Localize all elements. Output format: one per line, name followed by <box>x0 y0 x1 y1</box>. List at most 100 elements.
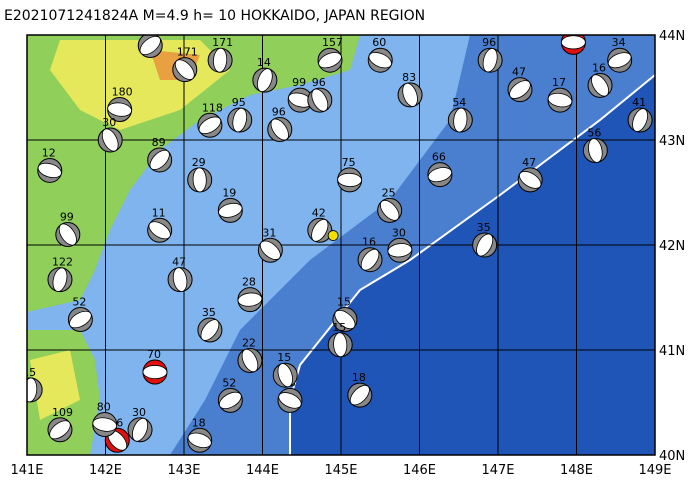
depth-label: 35 <box>477 221 491 234</box>
x-tick-label: 143E <box>167 463 200 478</box>
sea-trench <box>290 75 655 455</box>
dilatation <box>337 172 363 187</box>
depth-label: 171 <box>177 46 198 59</box>
depth-label: 89 <box>152 136 166 149</box>
beachball <box>237 348 263 373</box>
beachball <box>477 47 503 73</box>
beachball <box>587 72 613 98</box>
dilatation <box>278 392 302 409</box>
dilatation <box>519 171 542 189</box>
depth-label: 52 <box>222 376 236 389</box>
beachball <box>427 162 453 188</box>
beachball <box>377 197 403 223</box>
depth-label: 8 <box>565 18 572 31</box>
dilatation <box>148 221 171 240</box>
dilatation <box>172 267 188 292</box>
dilatation <box>149 149 170 170</box>
y-tick-label: 42N <box>659 239 685 254</box>
dilatation <box>174 59 195 80</box>
dilatation <box>241 348 259 373</box>
y-tick-label: 40N <box>659 449 685 464</box>
beachball <box>237 287 263 313</box>
dilatation <box>632 108 648 132</box>
depth-label: 118 <box>202 101 223 114</box>
beachball <box>197 112 223 138</box>
beachball <box>367 47 393 73</box>
dilatation <box>311 218 329 242</box>
beachball <box>547 87 573 113</box>
depth-label: 96 <box>482 36 496 49</box>
x-tick-label: 148E <box>560 463 593 478</box>
depth-label: 29 <box>192 156 206 169</box>
depth-label: 16 <box>592 61 606 74</box>
depth-label: 11 <box>152 206 166 219</box>
dilatation <box>607 52 632 69</box>
depth-label: 80 <box>97 401 111 414</box>
beachball <box>277 387 303 413</box>
beachball <box>327 332 353 358</box>
beachball <box>187 427 213 453</box>
depth-label: 30 <box>392 226 406 239</box>
dilatation <box>560 35 586 50</box>
events: 8 171 171 18 11 80 96 95 118 99 96 14 157 60 83 35 66 47 5… <box>22 18 653 453</box>
dilatation <box>37 162 62 179</box>
y-tick-label: 43N <box>659 134 685 149</box>
depth-label: 47 <box>172 256 186 269</box>
dilatation <box>132 418 148 442</box>
depth-label: 95 <box>232 96 246 109</box>
depth-label: 18 <box>352 371 366 384</box>
dilatation <box>318 52 342 69</box>
dilatation <box>311 88 329 112</box>
dilatation <box>69 310 92 329</box>
dilatation <box>427 167 452 183</box>
dilatation <box>482 48 498 73</box>
dilatation <box>200 319 220 341</box>
depth-label: 42 <box>312 206 326 219</box>
beachball <box>187 167 213 193</box>
depth-label: 83 <box>402 71 416 84</box>
dilatation <box>198 116 222 135</box>
depth-label: 41 <box>632 96 646 109</box>
beachball <box>332 307 358 333</box>
dilatation <box>509 80 531 99</box>
beachball <box>627 107 653 133</box>
depth-label: 47 <box>512 66 526 79</box>
beachball <box>55 222 81 247</box>
depth-label: 70 <box>147 348 161 361</box>
depth-label: 75 <box>342 156 356 169</box>
land-highland <box>30 350 80 420</box>
depth-label: 35 <box>202 306 216 319</box>
dilatation <box>187 432 212 448</box>
depth-label: 171 <box>212 36 233 49</box>
depth-label: 28 <box>242 276 256 289</box>
x-tick-label: 141E <box>10 463 43 478</box>
depth-label: 99 <box>60 211 74 224</box>
depth-label: 99 <box>292 76 306 89</box>
dilatation <box>213 47 228 73</box>
depth-label: 96 <box>272 106 286 119</box>
depth-label: 18 <box>192 416 206 429</box>
dilatation <box>380 199 400 221</box>
depth-label: 15 <box>22 366 36 379</box>
dilatation <box>237 292 263 307</box>
depth-label: 19 <box>222 186 236 199</box>
depth-label: 66 <box>432 151 446 164</box>
beachball <box>92 412 118 438</box>
depth-label: 25 <box>382 186 396 199</box>
dilatation <box>360 248 380 271</box>
dilatation <box>27 377 38 403</box>
beachball <box>147 217 173 243</box>
dilatation <box>218 391 242 409</box>
depth-label: 47 <box>522 156 536 169</box>
depth-label: 14 <box>257 56 271 69</box>
depth-label: 15 <box>277 351 291 364</box>
x-tick-label: 149E <box>638 463 671 478</box>
beachball <box>472 232 498 258</box>
dilatation <box>58 223 77 246</box>
beachball <box>142 359 168 385</box>
beachball <box>217 387 243 413</box>
depth-label: 52 <box>72 296 86 309</box>
beachball <box>337 167 363 193</box>
beachball <box>197 317 223 343</box>
